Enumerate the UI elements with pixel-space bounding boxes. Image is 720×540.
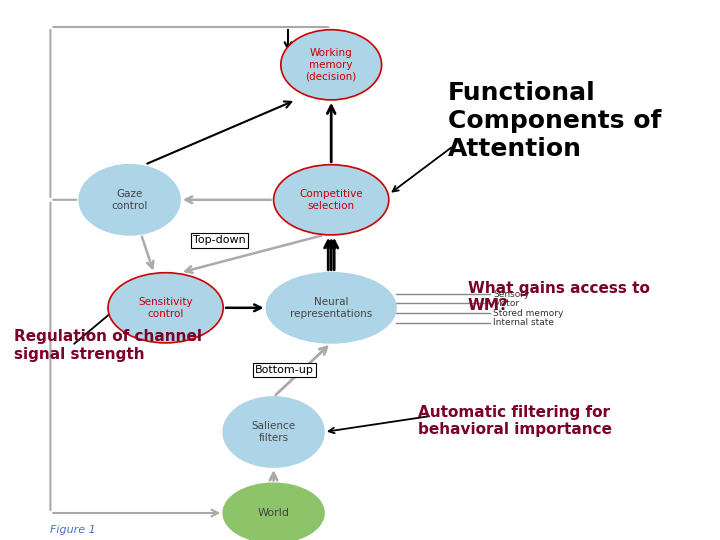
Text: Automatic filtering for
behavioral importance: Automatic filtering for behavioral impor… <box>418 405 611 437</box>
Text: Regulation of channel
signal strength: Regulation of channel signal strength <box>14 329 202 362</box>
Text: Internal state: Internal state <box>493 319 554 327</box>
Ellipse shape <box>266 273 396 343</box>
Ellipse shape <box>223 397 324 467</box>
Ellipse shape <box>223 483 324 540</box>
Text: Stored memory: Stored memory <box>493 309 564 318</box>
Ellipse shape <box>79 165 180 235</box>
Text: Sensory: Sensory <box>493 290 530 299</box>
Text: What gains access to
WM?: What gains access to WM? <box>468 281 650 313</box>
Text: Competitive
selection: Competitive selection <box>300 189 363 211</box>
Text: Neural
representations: Neural representations <box>290 297 372 319</box>
Ellipse shape <box>281 30 382 100</box>
Ellipse shape <box>108 273 223 343</box>
Text: Gaze
control: Gaze control <box>112 189 148 211</box>
Text: Bottom-up: Bottom-up <box>255 365 314 375</box>
Text: Salience
filters: Salience filters <box>251 421 296 443</box>
Text: Figure 1: Figure 1 <box>50 524 96 535</box>
Text: Sensitivity
control: Sensitivity control <box>138 297 193 319</box>
Text: Functional
Components of
Attention: Functional Components of Attention <box>448 81 661 160</box>
Ellipse shape <box>274 165 389 235</box>
Text: Top-down: Top-down <box>193 235 246 245</box>
Text: World: World <box>258 508 289 518</box>
Text: Motor: Motor <box>493 299 519 308</box>
Text: Working
memory
(decision): Working memory (decision) <box>305 48 357 82</box>
